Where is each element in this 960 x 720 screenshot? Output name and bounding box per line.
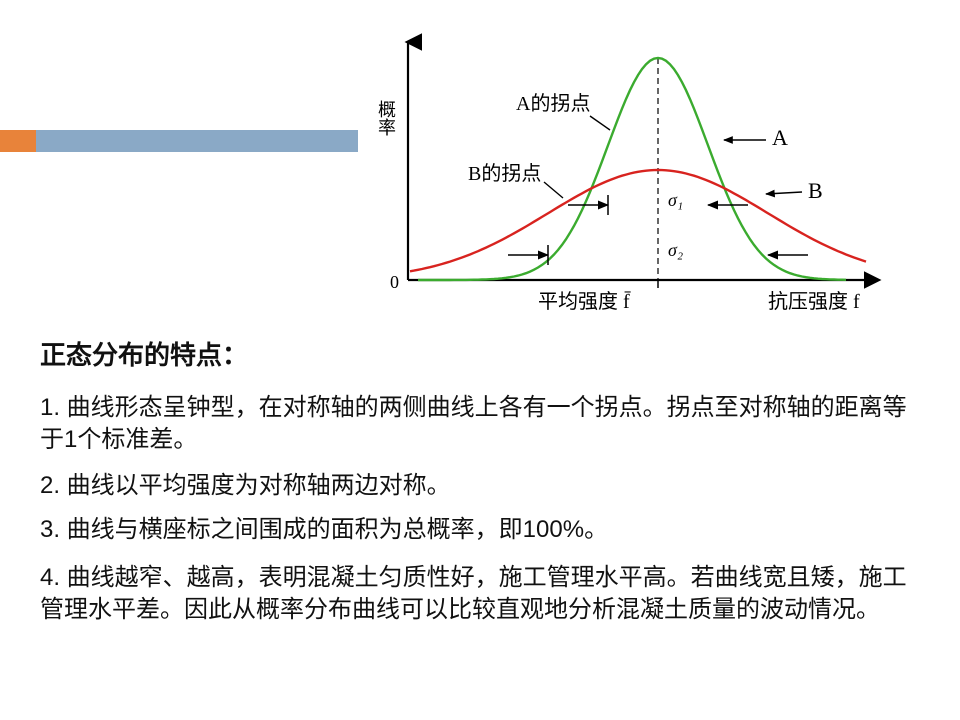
curve-b-label: B bbox=[808, 178, 823, 203]
paragraph-1: 1. 曲线形态呈钟型，在对称轴的两侧曲线上各有一个拐点。拐点至对称轴的距离等于1… bbox=[40, 392, 920, 457]
a-inflection-label: A的拐点 bbox=[516, 92, 590, 115]
normal-distribution-chart: 概率 0 σ₁ σ₂ A的拐点 B的拐点 A B 平均强度 f̄ 抗压强度 f bbox=[368, 30, 900, 320]
x-label-right: 抗压强度 f bbox=[768, 290, 860, 313]
accent-blue bbox=[36, 130, 358, 152]
paragraph-2: 2. 曲线以平均强度为对称轴两边对称。 bbox=[40, 470, 920, 502]
chart-svg: 概率 0 σ₁ σ₂ A的拐点 B的拐点 A B 平均强度 f̄ 抗压强度 f bbox=[368, 30, 900, 320]
accent-orange bbox=[0, 130, 36, 152]
sigma2-label: σ₂ bbox=[668, 240, 683, 260]
curve-a-label: A bbox=[772, 125, 788, 150]
a-inflection-pointer bbox=[590, 116, 610, 130]
sigma1-label: σ₁ bbox=[668, 190, 683, 210]
origin-label: 0 bbox=[390, 272, 399, 292]
accent-bar bbox=[0, 130, 358, 152]
b-inflection-label: B的拐点 bbox=[468, 162, 541, 185]
x-label-left: 平均强度 f̄ bbox=[538, 290, 632, 313]
y-axis-label: 概率 bbox=[376, 100, 396, 136]
b-inflection-pointer bbox=[544, 182, 563, 198]
paragraph-3: 3. 曲线与横座标之间围成的面积为总概率，即100%。 bbox=[40, 514, 920, 546]
section-heading: 正态分布的特点： bbox=[40, 338, 920, 373]
curve-b-pointer bbox=[766, 192, 802, 194]
paragraph-4: 4. 曲线越窄、越高，表明混凝土匀质性好，施工管理水平高。若曲线宽且矮，施工管理… bbox=[40, 562, 920, 627]
curve-b bbox=[410, 170, 866, 271]
